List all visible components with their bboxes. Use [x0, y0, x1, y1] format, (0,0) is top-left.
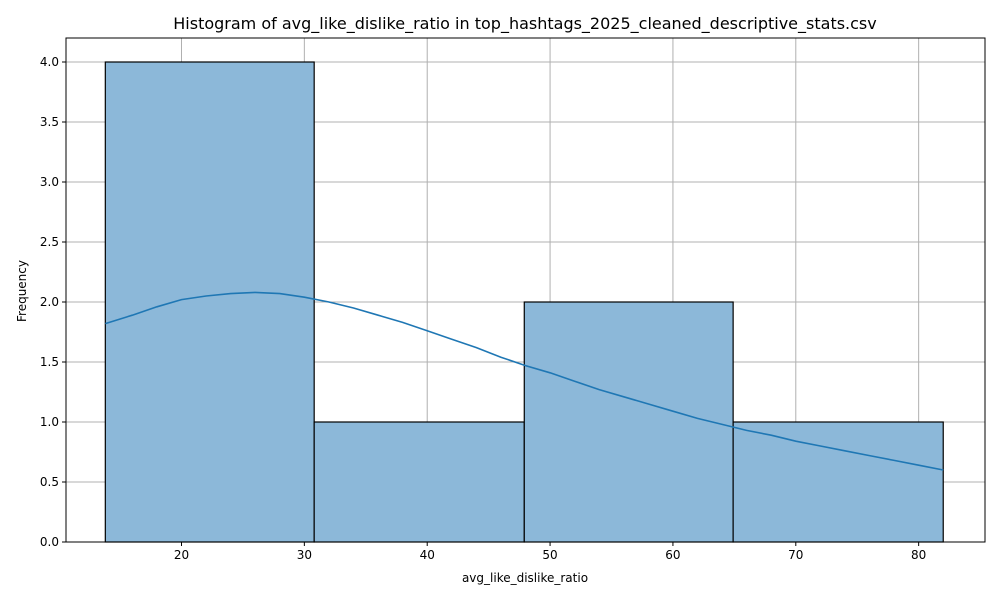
x-axis-label: avg_like_dislike_ratio: [462, 571, 588, 585]
x-tick-label: 80: [911, 548, 926, 562]
x-tick-label: 20: [174, 548, 189, 562]
histogram-bar: [732, 421, 944, 543]
histogram-bar: [313, 421, 525, 543]
axes-frame: [65, 37, 986, 543]
x-axis-ticks: 20 30 40 50 60 70 80: [174, 542, 926, 562]
histogram-bars: [104, 61, 944, 543]
y-tick-label: 3.5: [40, 115, 59, 129]
y-tick-label: 0.0: [40, 535, 59, 549]
y-tick-label: 1.5: [40, 355, 59, 369]
y-tick-label: 2.5: [40, 235, 59, 249]
kde-line: [105, 291, 944, 471]
histogram-bar: [523, 301, 734, 543]
x-tick-label: 70: [788, 548, 803, 562]
x-tick-label: 40: [420, 548, 435, 562]
y-tick-label: 4.0: [40, 55, 59, 69]
x-tick-label: 30: [297, 548, 312, 562]
y-tick-label: 1.0: [40, 415, 59, 429]
y-axis-ticks: 0.0 0.5 1.0 1.5 2.0 2.5 3.0 3.5 4.0: [40, 55, 66, 549]
chart-title: Histogram of avg_like_dislike_ratio in t…: [173, 14, 876, 34]
x-tick-label: 60: [665, 548, 680, 562]
x-tick-label: 50: [542, 548, 557, 562]
y-tick-label: 2.0: [40, 295, 59, 309]
histogram-bar: [104, 61, 315, 543]
y-axis-label: Frequency: [15, 260, 29, 322]
kde-curve-layer: [105, 291, 944, 471]
y-tick-label: 3.0: [40, 175, 59, 189]
y-tick-label: 0.5: [40, 475, 59, 489]
